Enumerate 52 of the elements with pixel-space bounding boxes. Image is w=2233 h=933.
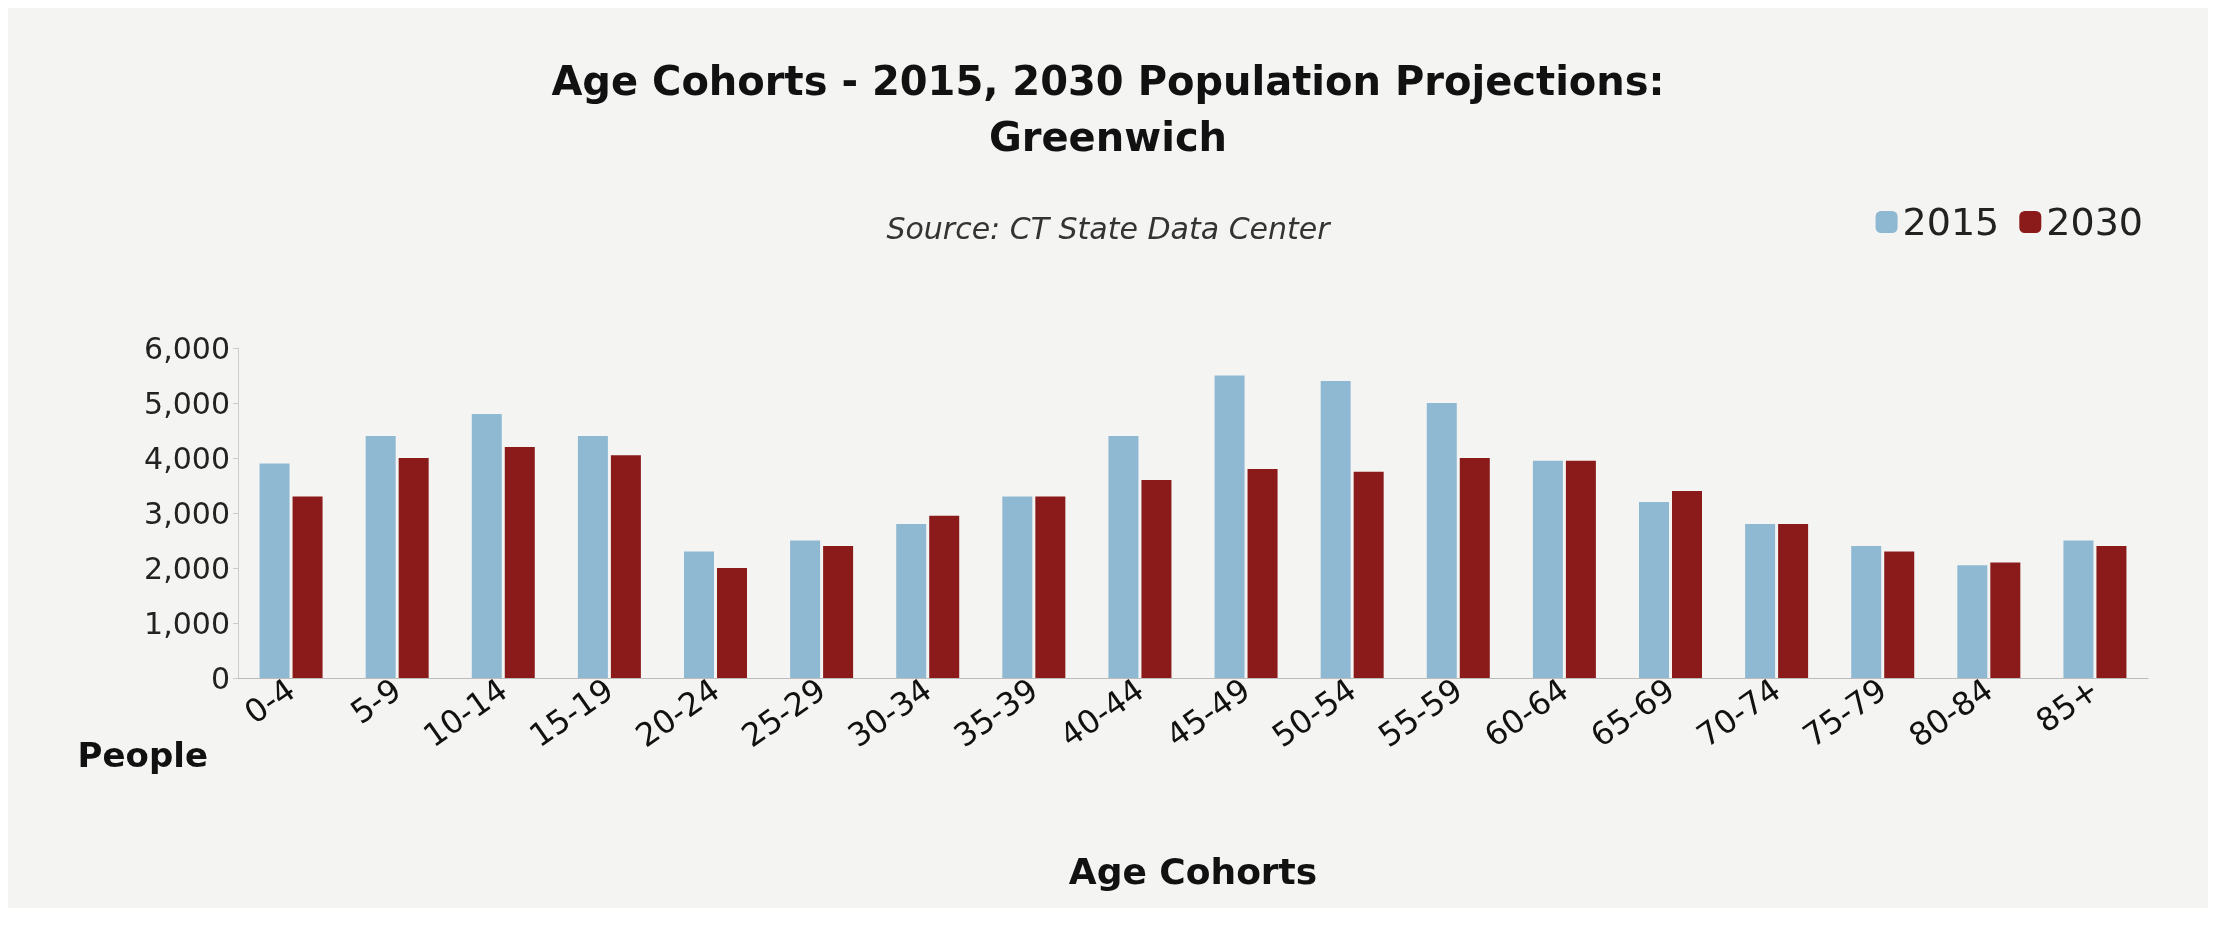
bar [1214, 375, 1245, 678]
bar [1990, 562, 2021, 678]
bar [896, 524, 927, 678]
y-tick-label: 2,000 [144, 550, 230, 586]
bar [1639, 502, 1669, 678]
bar [1957, 565, 1988, 678]
legend-label: 2030 [2046, 200, 2144, 244]
bar [1108, 436, 1139, 678]
bar [1884, 551, 1915, 678]
x-tick-label: 85+ [2028, 670, 2106, 741]
bar [790, 540, 821, 678]
bar [1778, 524, 1809, 678]
y-axis-title: People [77, 735, 208, 775]
bar [471, 414, 502, 678]
bar [1745, 524, 1776, 678]
bar [365, 436, 396, 678]
y-tick-label: 5,000 [144, 385, 230, 421]
chart-title: Age Cohorts - 2015, 2030 Population Projections: Greenwich [551, 58, 1665, 160]
bar [1141, 480, 1172, 678]
bar [1672, 491, 1702, 678]
bar [823, 546, 854, 678]
bar [684, 551, 714, 678]
y-tick-label: 3,000 [144, 495, 230, 531]
bar [717, 568, 747, 678]
bar [1851, 546, 1882, 678]
bar [1247, 469, 1278, 678]
bar [610, 455, 641, 678]
bar [1320, 381, 1351, 678]
bar [577, 436, 608, 678]
bar [1565, 460, 1596, 678]
bar [1353, 471, 1384, 678]
x-tick-label: 0-4 [237, 670, 302, 732]
legend-label: 2015 [1902, 200, 2000, 244]
bar [398, 458, 429, 678]
bar [1459, 458, 1490, 678]
y-tick-label: 1,000 [144, 605, 230, 641]
x-tick-label: 5-9 [343, 670, 409, 732]
bar [1532, 460, 1563, 678]
y-tick-label: 0 [210, 660, 230, 696]
bar [1426, 403, 1457, 678]
bar [292, 496, 323, 678]
bar [929, 515, 960, 678]
bar [2063, 540, 2094, 678]
bar [1035, 496, 1066, 678]
bar [1002, 496, 1033, 678]
bar [2096, 546, 2127, 678]
y-tick-label: 4,000 [144, 440, 230, 476]
chart-subtitle: Source: CT State Data Center [886, 210, 1332, 246]
x-axis-title: Age Cohorts [1068, 850, 1318, 892]
bar [504, 447, 535, 678]
bar [259, 463, 290, 678]
y-tick-label: 6,000 [144, 330, 230, 366]
